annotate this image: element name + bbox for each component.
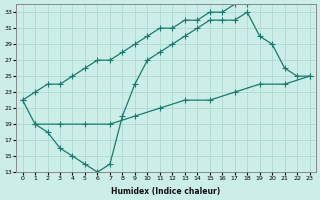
X-axis label: Humidex (Indice chaleur): Humidex (Indice chaleur) — [111, 187, 221, 196]
